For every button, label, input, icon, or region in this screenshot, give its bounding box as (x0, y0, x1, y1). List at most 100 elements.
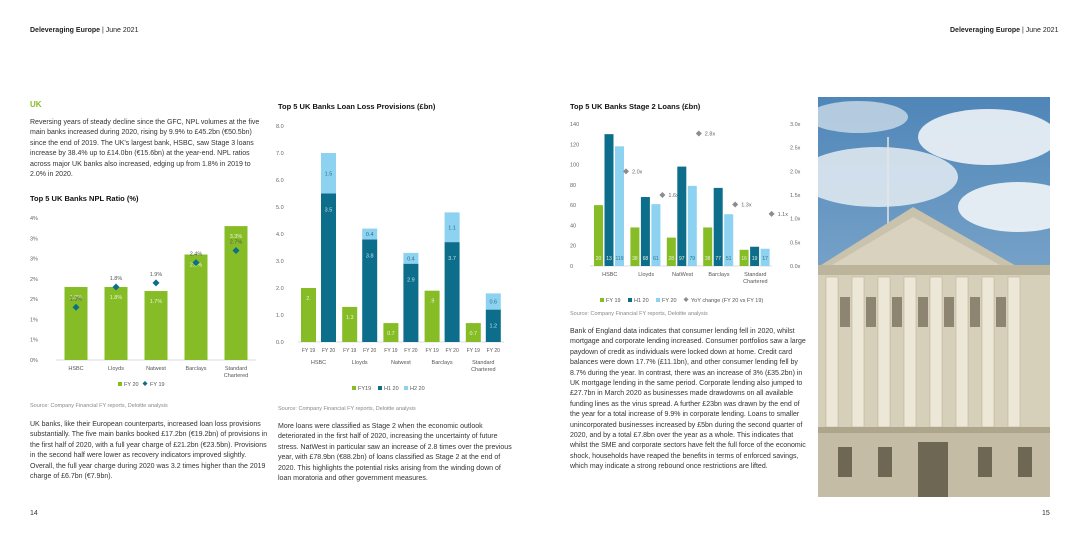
bar-value-label: 28 (669, 256, 675, 262)
marker-fy19 (152, 279, 160, 287)
y-tick-label: 5.0 (276, 205, 284, 211)
right-page-header: Deleveraging Europe | June 2021 (950, 27, 1058, 34)
bar-h1-20 (444, 242, 460, 342)
right-header-date: June 2021 (1025, 27, 1059, 34)
bar-value-label: 13 (606, 256, 612, 262)
bar-label: 1.5 (325, 171, 333, 177)
x-sub-tick-label: FY 20 (487, 348, 500, 354)
bar-fy20 (687, 185, 697, 266)
stage2-chart: 0 20 40 60 80 100 120 140 0.0x 0.5x 1.0x 1.5x 2.0x 2.… (570, 122, 801, 304)
left-page-header: Deleveraging Europe | June 2021 (30, 27, 138, 34)
bar-label: 1.7% (150, 299, 163, 305)
bar-fy20 (651, 204, 661, 266)
bar-label: 2. (306, 296, 311, 302)
bar-label: 1.1 (448, 225, 456, 231)
legend-label: FY 19 (150, 382, 165, 388)
bar-h1-20 (362, 239, 378, 342)
bar-fy19 (739, 249, 749, 266)
bar-value-label: 17 (762, 256, 768, 262)
x-tick-label: Chartered (743, 279, 767, 285)
bar-label: 3.7 (448, 256, 456, 262)
legend-swatch (404, 386, 408, 390)
marker-label: 1.9% (150, 272, 163, 278)
bar-fy20 (144, 291, 168, 360)
bar-fy19 (465, 323, 481, 342)
stage2-paragraph: More loans were classified as Stage 2 wh… (278, 423, 512, 483)
legend-label: H2 20 (410, 386, 425, 392)
bar-fy20 (224, 226, 248, 360)
y-right-tick-label: 1.0x (790, 217, 801, 223)
legend-label: FY19 (358, 386, 371, 392)
y-tick-label: 60 (570, 203, 576, 209)
y-tick-label: 0% (30, 358, 38, 364)
bar-label: 3.8 (366, 253, 374, 259)
bar-h2-20 (321, 153, 336, 194)
y-tick-label: 2.0 (276, 286, 284, 292)
x-tick-label: Barclays (708, 272, 729, 278)
x-sub-tick-label: FY 20 (322, 348, 335, 354)
y-tick-label: 3.0 (276, 259, 284, 265)
bar-value-label: 97 (679, 256, 685, 262)
bar-label: 3.5 (325, 208, 333, 214)
bar-value-label: 19 (752, 256, 758, 262)
bar-label: 0.6 (489, 300, 497, 306)
bar-fy20 (64, 286, 88, 360)
marker-fy19 (112, 283, 120, 291)
marker-label: 1.3x (741, 202, 752, 208)
y-tick-label: 0 (570, 264, 573, 270)
bar-fy20 (724, 214, 734, 266)
marker-label: 1.1x (778, 212, 789, 218)
y-tick-label: 80 (570, 183, 576, 189)
y-right-tick-label: 2.0x (790, 169, 801, 175)
legend-label: H1 20 (634, 298, 649, 304)
x-tick-label: Standard (225, 366, 247, 372)
y-tick-label: 4% (30, 216, 38, 222)
provisions-chart: 0.0 1.0 2.0 3.0 4.0 5.0 6.0 7.0 8.0 2. 3.5 1.5 FY 19… (276, 124, 504, 392)
y-right-tick-label: 3.0x (790, 122, 801, 128)
bar-h1-20 (485, 309, 501, 342)
bar-value-label: 51 (726, 256, 732, 262)
bar-h1-20 (677, 166, 687, 266)
bar-h1-20 (403, 263, 419, 342)
y-tick-label: 1% (30, 338, 38, 344)
marker-yoy-change (659, 192, 666, 198)
left-header-date: June 2021 (105, 27, 139, 34)
bar-label: 0.4 (407, 256, 415, 262)
x-tick-label: Chartered (471, 367, 495, 373)
y-tick-label: 4.0 (276, 232, 284, 238)
bar-h1-20 (750, 246, 760, 266)
marker-fy19 (192, 259, 200, 267)
bar-fy19 (666, 237, 676, 266)
y-tick-label: 40 (570, 223, 576, 229)
marker-label: 2.7% (230, 239, 243, 245)
y-tick-label: 3% (30, 236, 38, 242)
x-tick-label: Lloyds (108, 366, 124, 372)
bar-value-label: 61 (653, 256, 659, 262)
y-tick-label: 3% (30, 257, 38, 263)
marker-label: 1.6x (668, 193, 679, 199)
stage2-chart-title: Top 5 UK Banks Stage 2 Loans (£bn) (570, 102, 701, 111)
left-header-title: Deleveraging Europe (30, 27, 101, 34)
legend-swatch (656, 298, 660, 302)
legend-label: YoY change (FY 20 vs FY 19) (691, 298, 763, 304)
bar-value-label: 38 (705, 256, 711, 262)
bar-value-label: 68 (643, 256, 649, 262)
bar-fy19 (342, 306, 358, 342)
marker-yoy-change (623, 168, 629, 175)
section-heading-uk: UK (30, 100, 42, 109)
consumer-lending-paragraph: Bank of England data indicates that cons… (570, 328, 806, 471)
bar-label: 3.3% (230, 234, 243, 240)
bar-value-label: 79 (690, 256, 696, 262)
x-tick-label: NatWest (672, 272, 693, 278)
y-right-tick-label: 1.5x (790, 193, 801, 199)
marker-label: 1.3% (70, 296, 83, 302)
y-tick-label: 7.0 (276, 151, 284, 157)
bar-h1-20 (321, 193, 336, 342)
bar-h2-20 (403, 252, 419, 264)
left-header-sep: | (101, 27, 104, 34)
x-sub-tick-label: FY 20 (363, 348, 376, 354)
y-right-tick-label: 0.0x (790, 264, 801, 270)
x-tick-label: Barclays (432, 360, 453, 366)
legend-marker-yoy (683, 297, 689, 302)
bar-value-label: 38 (632, 256, 638, 262)
